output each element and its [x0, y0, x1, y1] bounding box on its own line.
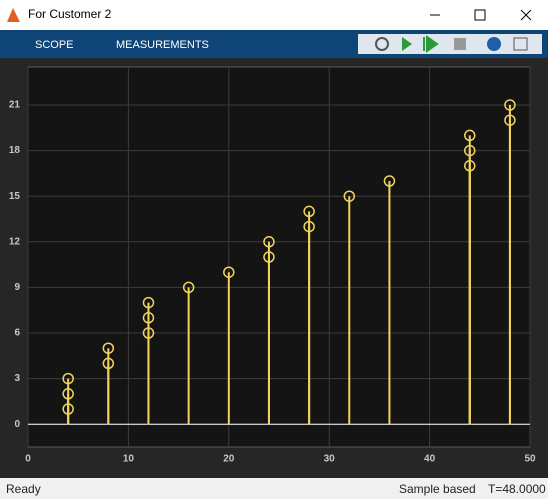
- y-tick-label: 3: [14, 373, 20, 384]
- y-tick-label: 15: [9, 191, 21, 202]
- y-tick-label: 6: [14, 328, 20, 339]
- app-icon: [7, 8, 20, 22]
- stem-marker: [464, 129, 476, 142]
- y-tick-label: 12: [9, 236, 21, 247]
- tab[interactable]: MEASUREMENTS: [116, 39, 209, 51]
- step-icon[interactable]: [423, 35, 439, 53]
- window-title: For Customer 2: [28, 7, 112, 21]
- plot-area: [27, 66, 531, 448]
- tab[interactable]: SCOPE: [35, 39, 74, 51]
- stem-marker: [182, 281, 195, 294]
- status-mode: Sample based: [399, 482, 476, 496]
- stem-marker: [102, 342, 115, 354]
- stem-marker: [504, 99, 516, 111]
- y-tick-label: 18: [9, 145, 21, 156]
- x-tick-label: 0: [25, 454, 31, 465]
- status-text: Ready: [6, 482, 41, 496]
- stem-marker: [343, 190, 356, 202]
- y-tick-label: 0: [14, 419, 20, 430]
- run-icon[interactable]: [402, 37, 412, 51]
- status-bar: [0, 478, 548, 499]
- maximize-button[interactable]: [474, 9, 486, 21]
- stem-marker: [142, 296, 155, 309]
- x-tick-label: 50: [524, 454, 536, 465]
- stem-marker: [383, 175, 396, 187]
- title-bar: [0, 0, 548, 30]
- close-button[interactable]: [520, 9, 532, 21]
- x-tick-label: 30: [324, 454, 336, 465]
- stem-marker: [263, 236, 275, 248]
- settings-icon[interactable]: [375, 37, 389, 51]
- stem-marker: [62, 372, 74, 385]
- x-tick-label: 40: [424, 454, 436, 465]
- help-icon[interactable]: [487, 37, 501, 51]
- plot: 0 10 20 30 40 50 0 3 6 9 12 15 18 21: [9, 67, 536, 465]
- y-tick-label: 21: [9, 100, 21, 111]
- stem-marker: [223, 266, 235, 278]
- x-tick-label: 20: [223, 454, 235, 465]
- stem-marker: [303, 205, 315, 218]
- y-tick-label: 9: [14, 282, 20, 293]
- x-tick-label: 10: [123, 454, 135, 465]
- undock-icon[interactable]: [513, 37, 528, 51]
- status-time: T=48.0000: [488, 482, 546, 496]
- stop-icon[interactable]: [454, 38, 466, 50]
